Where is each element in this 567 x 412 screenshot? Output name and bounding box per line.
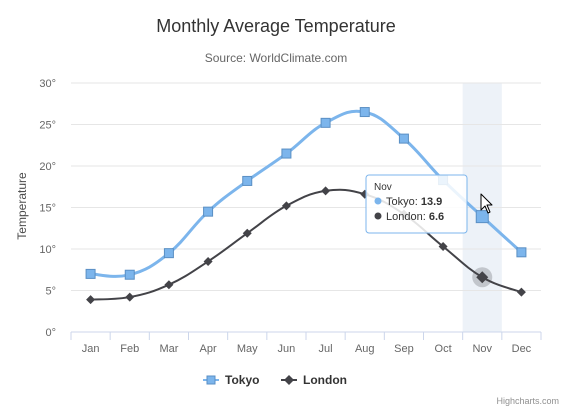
data-point-london	[476, 271, 489, 284]
data-point-tokyo	[124, 269, 135, 280]
data-point-tokyo	[242, 175, 253, 186]
tooltip: Nov Tokyo: 13.9 London: 6.6	[365, 174, 468, 234]
x-tick-label: Nov	[472, 343, 492, 355]
data-point-tokyo	[475, 210, 489, 224]
data-point-london	[86, 295, 96, 305]
tooltip-london-dot	[374, 212, 382, 220]
series-line-london	[89, 188, 523, 301]
y-tick-label: 25°	[39, 120, 56, 132]
x-tick-label: Oct	[435, 343, 452, 355]
data-point-tokyo	[281, 148, 292, 159]
tooltip-header: Nov	[374, 182, 392, 193]
data-point-tokyo	[320, 117, 331, 128]
tooltip-london-colon: :	[423, 211, 429, 223]
data-point-london	[203, 256, 213, 266]
chart-subtitle: Source: WorldClimate.com	[205, 51, 348, 65]
legend-item-tokyo[interactable]: Tokyo	[203, 373, 259, 387]
y-tick-label: 10°	[39, 244, 56, 256]
legend-tokyo-label: Tokyo	[225, 373, 259, 387]
y-axis-tick-labels: 0° 5° 10° 15° 20° 25° 30°	[39, 78, 56, 339]
tooltip-tokyo-colon: :	[415, 196, 421, 208]
data-point-tokyo	[203, 206, 214, 217]
y-tick-label: 30°	[39, 78, 56, 90]
mouse-pointer-icon	[480, 193, 493, 214]
chart-title: Monthly Average Temperature	[156, 16, 395, 36]
data-point-tokyo	[359, 107, 370, 118]
legend: Tokyo London	[203, 373, 347, 387]
y-axis-title: Temperature	[15, 172, 29, 240]
tooltip-tokyo-value: 13.9	[421, 196, 442, 208]
data-point-tokyo	[398, 133, 409, 144]
x-tick-label: May	[237, 343, 258, 355]
legend-london-label: London	[303, 373, 347, 387]
x-tick-label: Apr	[200, 343, 217, 355]
y-tick-label: 20°	[39, 161, 56, 173]
legend-tokyo-marker	[206, 375, 216, 385]
tooltip-london-name: London	[386, 211, 423, 223]
data-point-london	[281, 201, 291, 211]
data-point-london	[438, 242, 448, 252]
tooltip-row-tokyo: Tokyo: 13.9	[386, 196, 442, 208]
x-tick-label: Aug	[355, 343, 375, 355]
y-tick-label: 15°	[39, 203, 56, 215]
legend-item-london[interactable]: London	[281, 373, 347, 387]
tooltip-box	[365, 174, 468, 234]
x-tick-label: Jul	[319, 343, 333, 355]
tooltip-tokyo-dot	[374, 197, 382, 205]
data-point-tokyo	[163, 248, 174, 259]
data-point-tokyo	[85, 268, 96, 279]
x-axis: Jan Feb Mar Apr May Jun Jul Aug Sep Oct Nov Dec	[70, 331, 542, 355]
tooltip-tokyo-name: Tokyo	[386, 196, 415, 208]
x-tick-label: Mar	[159, 343, 178, 355]
x-tick-label: Jun	[278, 343, 296, 355]
x-tick-label: Jan	[82, 343, 100, 355]
tooltip-row-london: London: 6.6	[386, 211, 444, 223]
data-point-london	[516, 287, 526, 297]
data-point-tokyo	[516, 247, 527, 258]
credits-link[interactable]: Highcharts.com	[496, 396, 559, 406]
tooltip-london-value: 6.6	[429, 211, 444, 223]
data-point-london	[321, 186, 331, 196]
legend-london-marker	[284, 375, 294, 385]
data-point-london	[164, 280, 174, 290]
gridlines	[71, 82, 541, 291]
x-tick-label: Sep	[394, 343, 414, 355]
data-point-london	[125, 292, 135, 302]
y-tick-label: 0°	[45, 327, 56, 339]
x-tick-label: Feb	[120, 343, 139, 355]
data-point-london	[242, 228, 252, 238]
y-tick-label: 5°	[45, 286, 56, 298]
x-tick-label: Dec	[512, 343, 532, 355]
